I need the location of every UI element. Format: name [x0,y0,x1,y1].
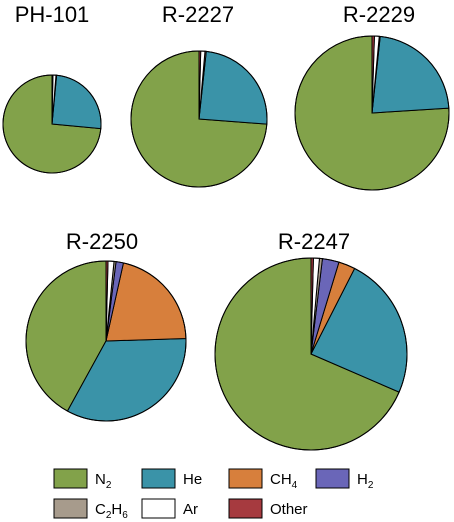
pie-slice-he [198,50,268,125]
legend-label: CH4 [270,471,298,491]
legend-label: H2 [357,471,374,491]
pie-title: R-2247 [278,229,350,254]
legend-swatch [315,468,350,489]
pie-title: R-2227 [162,2,234,27]
legend-swatch [141,498,176,519]
pie-slice-he [51,74,102,130]
pie-outline [214,257,408,451]
pie-title: PH-101 [15,2,90,27]
legend-label: He [183,471,202,488]
pie-outline [294,35,450,191]
legend-entry-c2h6: C2H6 [53,498,128,521]
legend-entry-ch4: CH4 [228,468,298,491]
legend-label: C2H6 [95,501,128,521]
pie-chart-r-2227: R-2227 [130,2,268,188]
pie-chart-r-2247: R-2247 [214,229,408,451]
pie-title: R-2229 [343,2,415,27]
legend-label: N2 [95,471,112,491]
legend-swatch [53,468,88,489]
pie-outline [130,50,268,188]
pie-slice-he [371,35,450,114]
pie-chart-r-2250: R-2250 [25,229,187,422]
legend-label: Ar [183,501,198,518]
legend-swatch [53,498,88,519]
legend-swatch [228,468,263,489]
pie-outline [25,260,187,422]
legend-entry-ar: Ar [141,498,198,519]
legend-swatch [141,468,176,489]
pie-chart-ph-101: PH-101 [2,2,102,174]
legend-label: Other [270,501,308,518]
legend-entry-n2: N2 [53,468,112,491]
pie-outline [2,74,102,174]
legend-entry-he: He [141,468,202,489]
legend-swatch [228,498,263,519]
legend-entry-h2: H2 [315,468,374,491]
legend-entry-other: Other [228,498,308,519]
pie-title: R-2250 [66,229,138,254]
legend: N2 He CH4 H2 C2H6 Ar Other [53,468,374,521]
pie-chart-r-2229: R-2229 [294,2,450,191]
